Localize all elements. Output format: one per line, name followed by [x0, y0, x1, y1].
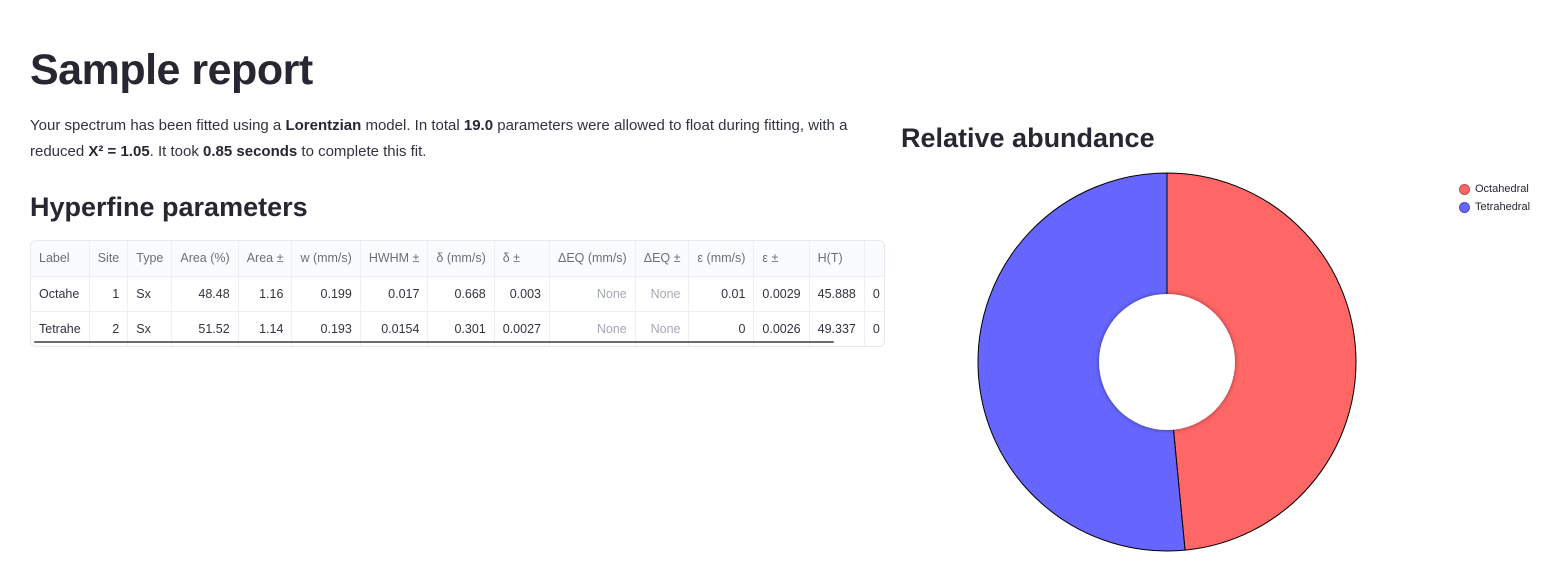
table-cell[interactable]: 0.01 — [688, 276, 755, 312]
table-cell[interactable]: 1.16 — [238, 276, 293, 312]
horizontal-scrollbar[interactable] — [34, 341, 834, 343]
column-header[interactable]: Site — [89, 241, 129, 277]
pie-slice-octahedral[interactable] — [1166, 172, 1357, 551]
table-cell[interactable]: None — [635, 276, 690, 312]
table-cell[interactable]: None — [635, 311, 690, 346]
table-header-row: Label Site Type Area (%) Area ± w (mm/s) HWHM … — [31, 241, 884, 277]
table-cell[interactable]: 0.0029 — [753, 276, 810, 312]
table-cell[interactable]: 1.14 — [238, 311, 293, 346]
table-cell[interactable]: Octahe — [31, 276, 90, 312]
table-cell[interactable]: Tetrahe — [31, 311, 90, 346]
param-count: 19.0 — [463, 117, 494, 134]
table-cell[interactable]: 0.668 — [427, 276, 495, 312]
column-header[interactable] — [864, 241, 884, 277]
table-cell[interactable]: 0 — [864, 276, 884, 312]
column-header[interactable]: ε ± — [753, 241, 810, 277]
table-row[interactable]: Octahe 1 Sx 48.48 1.16 0.199 0.017 0.668 0.003 No… — [31, 276, 884, 312]
table-cell[interactable]: 0.017 — [360, 276, 429, 312]
legend-label: Tetrahedral — [1475, 201, 1531, 213]
hyperfine-heading: Hyperfine parameters — [30, 192, 308, 222]
table-cell[interactable]: 2 — [89, 311, 129, 346]
table-cell[interactable]: 1 — [89, 276, 129, 312]
column-header[interactable]: Area ± — [238, 241, 293, 277]
legend-item-tetrahedral[interactable]: Tetrahedral — [1459, 198, 1530, 216]
legend-swatch — [1459, 201, 1470, 213]
report-summary: Your spectrum has been fitted using a Lo… — [30, 113, 880, 165]
summary-text-1: Your spectrum has been fitted using a — [30, 117, 286, 134]
pie-slice-tetrahedral[interactable] — [977, 172, 1186, 552]
pie-center-hole — [1099, 294, 1235, 430]
fit-time: 0.85 seconds — [203, 143, 298, 160]
column-header[interactable]: Label — [31, 241, 90, 277]
table-cell[interactable]: None — [549, 311, 636, 346]
table-cell[interactable]: 0.193 — [291, 311, 361, 346]
chi-squared: X² = 1.05 — [88, 143, 150, 160]
column-header[interactable]: H(T) — [809, 241, 865, 277]
chart-legend: Octahedral Tetrahedral — [1459, 180, 1530, 216]
summary-text-5: to complete this fit. — [297, 143, 427, 160]
model-name: Lorentzian — [285, 117, 362, 134]
table-cell[interactable]: 0.199 — [291, 276, 361, 312]
abundance-heading: Relative abundance — [901, 123, 1155, 153]
summary-text-2: model. In total — [361, 117, 464, 134]
table-cell[interactable]: 49.337 — [809, 311, 865, 346]
column-header[interactable]: w (mm/s) — [291, 241, 361, 277]
page-title: Sample report — [30, 46, 313, 94]
abundance-pie-chart[interactable] — [960, 160, 1380, 580]
column-header[interactable]: δ ± — [494, 241, 550, 277]
legend-swatch — [1459, 183, 1470, 195]
table-cell[interactable]: Sx — [127, 276, 173, 312]
column-header[interactable]: Type — [127, 241, 173, 277]
column-header[interactable]: ΔEQ (mm/s) — [549, 241, 636, 277]
legend-item-octahedral[interactable]: Octahedral — [1459, 180, 1530, 198]
table-cell[interactable]: 48.48 — [171, 276, 239, 312]
column-header[interactable]: δ (mm/s) — [427, 241, 495, 277]
column-header[interactable]: Area (%) — [171, 241, 239, 277]
table-cell[interactable]: 0.0154 — [360, 311, 429, 346]
hyperfine-table[interactable]: Label Site Type Area (%) Area ± w (mm/s) HWHM … — [30, 240, 885, 347]
table-cell[interactable]: 45.888 — [809, 276, 865, 312]
table-cell[interactable]: 0.003 — [494, 276, 550, 312]
summary-text-4: . It took — [149, 143, 204, 160]
summary-text-3: parameters were allowed to float during … — [30, 117, 848, 160]
table-cell[interactable]: 0 — [688, 311, 755, 346]
table-cell[interactable]: 51.52 — [171, 311, 239, 346]
table-cell[interactable]: None — [549, 276, 636, 312]
table-cell[interactable]: 0.0026 — [753, 311, 810, 346]
table-cell[interactable]: 0.0027 — [494, 311, 550, 346]
column-header[interactable]: HWHM ± — [360, 241, 429, 277]
table-row[interactable]: Tetrahe 2 Sx 51.52 1.14 0.193 0.0154 0.301 0.002… — [31, 311, 884, 346]
legend-label: Octahedral — [1475, 183, 1529, 195]
table-cell[interactable]: 0 — [864, 311, 884, 346]
table-cell[interactable]: 0.301 — [427, 311, 495, 346]
column-header[interactable]: ε (mm/s) — [688, 241, 755, 277]
table-cell[interactable]: Sx — [127, 311, 173, 346]
column-header[interactable]: ΔEQ ± — [635, 241, 690, 277]
